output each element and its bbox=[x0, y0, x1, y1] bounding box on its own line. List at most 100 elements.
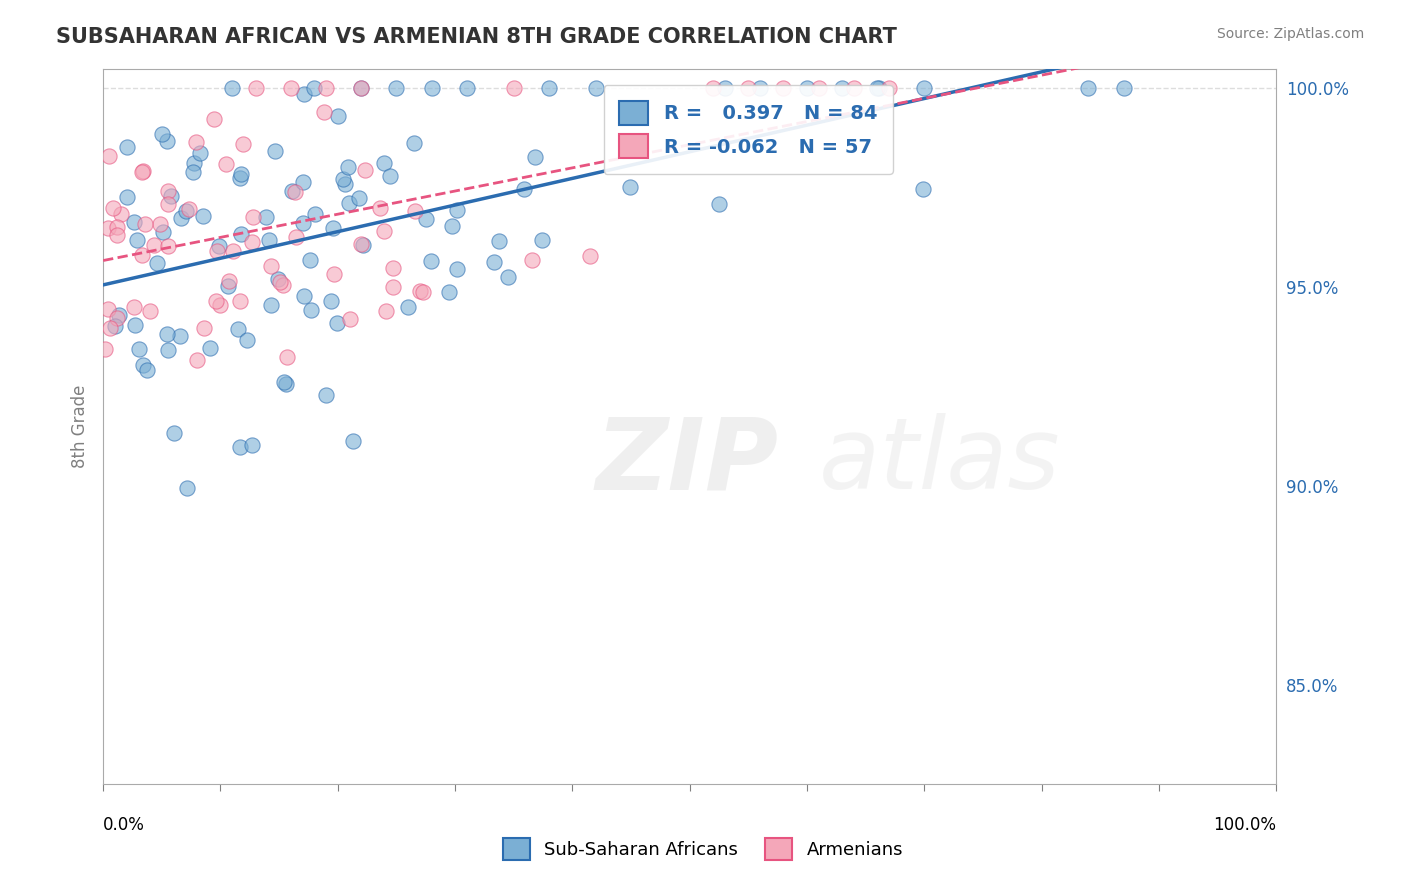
Text: 100.0%: 100.0% bbox=[1213, 815, 1277, 834]
Point bbox=[709, 197, 731, 211]
Point bbox=[877, 81, 900, 95]
Point bbox=[198, 341, 221, 355]
Point bbox=[315, 81, 337, 95]
Point bbox=[110, 207, 132, 221]
Point bbox=[382, 260, 405, 275]
Point bbox=[368, 201, 391, 215]
Point bbox=[342, 434, 364, 449]
Point bbox=[183, 156, 205, 170]
Point bbox=[420, 81, 443, 95]
Point bbox=[152, 225, 174, 239]
Point bbox=[156, 239, 179, 253]
Point bbox=[299, 302, 322, 317]
Point bbox=[796, 81, 818, 95]
Point bbox=[749, 81, 772, 95]
Point bbox=[912, 81, 935, 95]
Point bbox=[267, 272, 290, 286]
Point bbox=[276, 376, 298, 391]
Point bbox=[271, 278, 294, 293]
Point bbox=[156, 184, 179, 198]
Point bbox=[124, 215, 146, 229]
Point bbox=[831, 81, 853, 95]
Point bbox=[333, 178, 356, 192]
Point bbox=[186, 352, 208, 367]
Point bbox=[245, 81, 267, 95]
Point bbox=[284, 230, 307, 244]
Point bbox=[205, 294, 228, 309]
Point bbox=[502, 81, 524, 95]
Point bbox=[352, 238, 374, 252]
Point bbox=[264, 145, 287, 159]
Point bbox=[382, 280, 405, 294]
Point bbox=[132, 164, 155, 178]
Text: 0.0%: 0.0% bbox=[103, 815, 145, 834]
Point bbox=[350, 237, 373, 252]
Point bbox=[337, 196, 360, 211]
Point bbox=[385, 81, 408, 95]
Point bbox=[105, 227, 128, 242]
Point bbox=[105, 311, 128, 326]
Point bbox=[176, 481, 198, 495]
Point bbox=[619, 179, 641, 194]
Text: Source: ZipAtlas.com: Source: ZipAtlas.com bbox=[1216, 27, 1364, 41]
Point bbox=[409, 285, 432, 299]
Point bbox=[98, 149, 121, 163]
Point bbox=[396, 300, 419, 314]
Point bbox=[866, 81, 889, 95]
Point bbox=[446, 262, 468, 277]
Point bbox=[98, 320, 121, 334]
Point bbox=[537, 81, 560, 95]
Point bbox=[440, 219, 463, 233]
Point bbox=[131, 248, 153, 262]
Point bbox=[193, 321, 215, 335]
Point bbox=[169, 211, 191, 226]
Point bbox=[135, 363, 157, 377]
Point bbox=[242, 210, 264, 224]
Point bbox=[105, 219, 128, 234]
Legend: Sub-Saharan Africans, Armenians: Sub-Saharan Africans, Armenians bbox=[488, 823, 918, 874]
Point bbox=[97, 302, 120, 317]
Point bbox=[254, 210, 277, 224]
Point bbox=[339, 312, 361, 326]
Point bbox=[702, 81, 724, 95]
Point bbox=[139, 304, 162, 318]
Point bbox=[226, 322, 249, 336]
Point bbox=[375, 303, 398, 318]
Point bbox=[420, 253, 443, 268]
Y-axis label: 8th Grade: 8th Grade bbox=[72, 384, 89, 468]
Point bbox=[513, 181, 536, 195]
Point bbox=[131, 359, 153, 373]
Point bbox=[257, 233, 280, 247]
Text: atlas: atlas bbox=[818, 414, 1060, 510]
Point bbox=[482, 255, 505, 269]
Point bbox=[488, 234, 510, 248]
Point bbox=[456, 81, 478, 95]
Point bbox=[240, 235, 263, 250]
Point bbox=[157, 197, 180, 211]
Point bbox=[229, 171, 252, 186]
Point bbox=[1112, 81, 1135, 95]
Point bbox=[807, 81, 830, 95]
Point bbox=[163, 425, 186, 440]
Point bbox=[284, 185, 307, 199]
Point bbox=[520, 253, 543, 268]
Point bbox=[232, 136, 254, 151]
Point bbox=[128, 342, 150, 356]
Point bbox=[280, 81, 302, 95]
Point bbox=[174, 203, 197, 218]
Point bbox=[1077, 81, 1099, 95]
Point bbox=[737, 81, 759, 95]
Point bbox=[276, 351, 298, 365]
Point bbox=[115, 190, 138, 204]
Point bbox=[714, 81, 737, 95]
Point bbox=[373, 224, 395, 238]
Text: SUBSAHARAN AFRICAN VS ARMENIAN 8TH GRADE CORRELATION CHART: SUBSAHARAN AFRICAN VS ARMENIAN 8TH GRADE… bbox=[56, 27, 897, 46]
Point bbox=[373, 156, 395, 170]
Point bbox=[523, 150, 546, 164]
Point bbox=[205, 244, 228, 259]
Point bbox=[218, 274, 240, 288]
Point bbox=[94, 343, 117, 357]
Point bbox=[115, 140, 138, 154]
Point bbox=[349, 191, 371, 205]
Point bbox=[315, 388, 337, 402]
